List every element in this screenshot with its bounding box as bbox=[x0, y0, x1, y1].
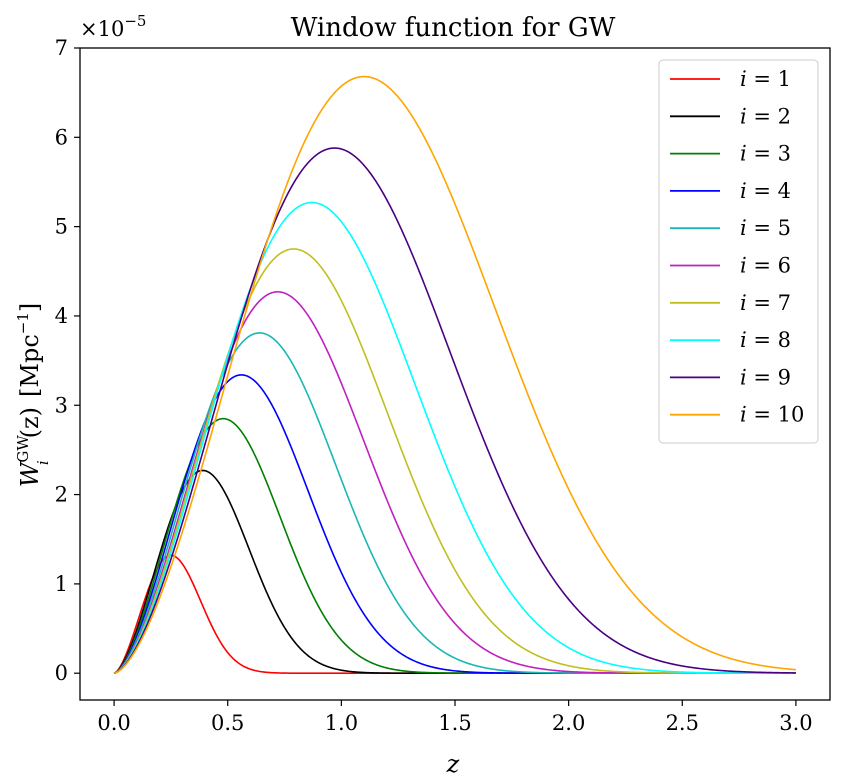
legend-items: i = 1 i = 2 i = 3 i = 4 i = 5 i = 6 i = 7 i = 8… bbox=[670, 67, 804, 427]
x-tick-label: 1.5 bbox=[438, 711, 471, 735]
y-axis-label: WGWi(z)[Mpc−1] bbox=[14, 303, 52, 488]
y-axis-label-group: WGWi(z)[Mpc−1] bbox=[14, 303, 52, 488]
legend-box bbox=[658, 59, 819, 444]
x-axis-ticks: 0.0 0.5 1.0 1.5 2.0 2.5 3.0 bbox=[97, 700, 813, 735]
x-tick-label: 2.5 bbox=[666, 711, 699, 735]
plot-area: 0.0 0.5 1.0 1.5 2.0 2.5 3.0 0 1 2 3 4 5 6 7 bbox=[55, 36, 831, 735]
y-tick-label: 0 bbox=[55, 661, 68, 685]
y-tick-label: 5 bbox=[55, 215, 68, 239]
y-tick-label: 4 bbox=[55, 304, 68, 328]
legend-label-i-3: i = 3 bbox=[740, 142, 791, 166]
legend-label-i-5: i = 5 bbox=[740, 216, 791, 240]
series-line-i-8 bbox=[113, 201, 796, 674]
y-tick-label: 3 bbox=[55, 393, 68, 417]
series-line-i-9 bbox=[113, 147, 796, 674]
y-tick-label: 1 bbox=[55, 572, 68, 596]
x-tick-label: 2.0 bbox=[552, 711, 585, 735]
legend-label-i-1: i = 1 bbox=[740, 67, 791, 91]
chart-title: Window function for GW bbox=[291, 13, 616, 43]
series-lines bbox=[113, 75, 796, 675]
legend-label-i-7: i = 7 bbox=[740, 291, 791, 315]
y-tick-label: 6 bbox=[55, 125, 68, 149]
y-tick-label: 7 bbox=[55, 36, 68, 60]
legend-label-i-9: i = 9 bbox=[740, 365, 791, 389]
legend: i = 1 i = 2 i = 3 i = 4 i = 5 i = 6 i = 7 i = 8… bbox=[658, 59, 819, 444]
y-tick-label: 2 bbox=[55, 483, 68, 507]
legend-label-i-10: i = 10 bbox=[740, 403, 804, 427]
x-axis-label: z bbox=[446, 750, 460, 778]
series-line-i-10 bbox=[113, 75, 796, 674]
series-line-i-1 bbox=[113, 554, 796, 675]
x-tick-label: 3.0 bbox=[779, 711, 812, 735]
x-tick-label: 0.5 bbox=[211, 711, 244, 735]
x-tick-label: 1.0 bbox=[325, 711, 358, 735]
legend-label-i-6: i = 6 bbox=[740, 254, 791, 278]
y-scale-factor-label: ×10−5 bbox=[80, 12, 146, 41]
legend-label-i-8: i = 8 bbox=[740, 328, 791, 352]
x-tick-label: 0.0 bbox=[97, 711, 130, 735]
y-axis-ticks: 0 1 2 3 4 5 6 7 bbox=[55, 36, 80, 685]
legend-label-i-2: i = 2 bbox=[740, 104, 791, 128]
legend-label-i-4: i = 4 bbox=[740, 179, 791, 203]
